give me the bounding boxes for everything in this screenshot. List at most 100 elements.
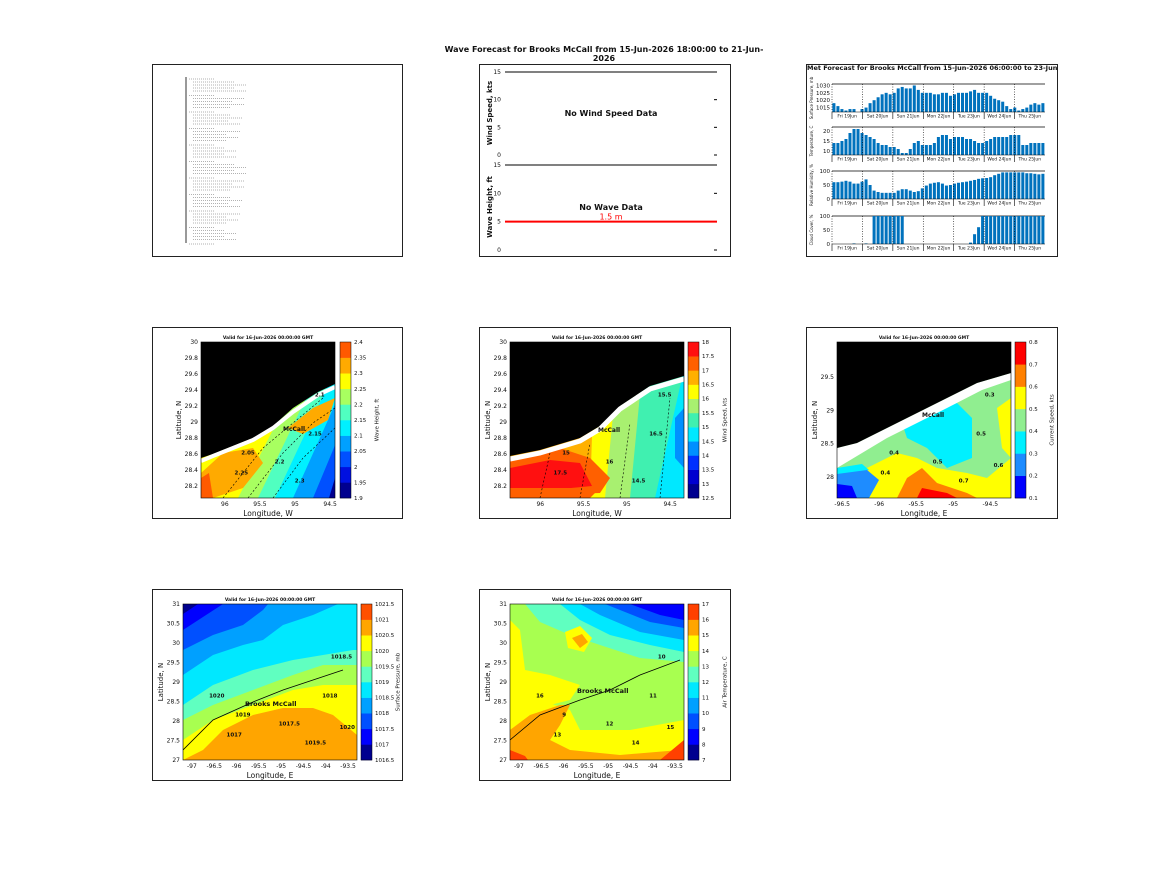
colorbar-tick-label: 1017.5 (375, 727, 395, 733)
colorbar-swatch (688, 455, 699, 470)
bar (997, 100, 1001, 112)
colorbar-tick-label: 15 (702, 633, 709, 639)
contour-label: 1020 (340, 725, 355, 731)
colorbar-tick-label: 0.3 (1029, 451, 1038, 457)
bar (997, 216, 1001, 244)
day-label: Wed 24Jun (987, 157, 1011, 163)
ytick-label: 27 (172, 757, 180, 764)
colorbar-swatch (688, 427, 699, 442)
day-label: Fri 19Jun (837, 157, 857, 163)
colorbar-tick-label: 1021.5 (375, 602, 395, 608)
colorbar-swatch (1015, 364, 1026, 387)
ytick-label: 15 (493, 162, 501, 169)
xtick-label: -96.5 (206, 763, 222, 770)
bar (832, 182, 836, 199)
bar (928, 183, 932, 199)
contour-label: 1020 (209, 694, 224, 700)
bar (872, 190, 876, 199)
colorbar-swatch (688, 356, 699, 371)
bar (840, 181, 844, 199)
colorbar-swatch (340, 373, 351, 390)
bar (872, 216, 876, 244)
xtick-label: -96.5 (533, 763, 549, 770)
bar (908, 88, 912, 112)
colorbar-tick-label: 0.1 (1029, 496, 1038, 502)
bar (1029, 173, 1033, 199)
bar (1009, 216, 1013, 244)
xtick-label: 95.5 (253, 501, 267, 508)
contour-label: 1017.5 (279, 722, 300, 728)
bar (977, 178, 981, 199)
map-title: Valid for 16-Jun-2026 00:00:00 GMT (552, 597, 643, 603)
ytick-label: 29 (190, 419, 198, 426)
colorbar-swatch (340, 482, 351, 499)
bar (1041, 173, 1045, 199)
colorbar-tick-label: 14 (702, 649, 709, 655)
bar (928, 92, 932, 112)
bar (936, 182, 940, 199)
bar (888, 147, 892, 155)
bar (908, 149, 912, 155)
contour-label: 1019 (235, 712, 250, 718)
colorbar-tick-label: 8 (702, 742, 706, 748)
xlabel: Longitude, E (247, 771, 294, 780)
day-label: Sat 20Jun (867, 114, 889, 120)
bar (952, 137, 956, 155)
colorbar: 1.9 1.95 2 2.05 2.1 2.15 2.2 2.25 2.3 2.35 2.4 Wave… (339, 340, 381, 502)
colorbar-tick-label: 0.7 (1029, 362, 1038, 368)
xtick-label: 95.5 (577, 501, 591, 508)
bar (880, 192, 884, 199)
bar (932, 94, 936, 112)
bar (888, 94, 892, 112)
contour-label: 1019.5 (305, 740, 326, 746)
bar (1009, 109, 1013, 112)
ytick-label: 30.5 (494, 621, 508, 628)
xtick-label: -94 (321, 763, 331, 770)
ytick-label: 27 (499, 757, 507, 764)
ytick-label: 0 (497, 247, 501, 254)
bar (1029, 143, 1033, 155)
wave-height-contours (201, 342, 335, 498)
bar (940, 183, 944, 199)
bar (985, 216, 989, 244)
colorbar-swatch (340, 451, 351, 468)
vessel-label: McCall (283, 426, 305, 433)
colorbar-swatch (688, 744, 699, 761)
xtick-label: -93.5 (667, 763, 683, 770)
xtick-label: 94.5 (663, 501, 677, 508)
contour-label: 9 (562, 712, 566, 718)
colorbar: 7 8 9 10 11 12 13 14 15 16 17 Air Temperature, C (687, 602, 729, 764)
bar (900, 216, 904, 244)
bar (969, 139, 973, 155)
colorbar-swatch (361, 604, 372, 620)
bar (848, 133, 852, 155)
bar (912, 192, 916, 199)
bar (852, 183, 856, 199)
bar (1033, 173, 1037, 199)
bar (981, 92, 985, 112)
bar (1017, 110, 1021, 112)
bar (952, 183, 956, 199)
colorbar-swatch (361, 635, 372, 652)
colorbar-tick-label: 13.5 (702, 468, 715, 474)
colorbar-tick-label: 2.35 (354, 356, 367, 362)
ytick-label: 5 (497, 124, 501, 131)
colorbar-swatch (340, 420, 351, 436)
colorbar-tick-label: 2.05 (354, 449, 367, 455)
bar (876, 143, 880, 155)
ytick-label: 29 (826, 407, 834, 414)
bar (1025, 145, 1029, 155)
bar (852, 109, 856, 112)
bar (924, 92, 928, 112)
bar (832, 143, 836, 155)
colorbar: 1016.5 1017 1017.5 1018 1018.5 1019 1019.5 1020… (360, 602, 402, 764)
current-speed-map-panel: McCall Valid for 16-Jun-2026 00:00:00 GM… (806, 327, 1058, 519)
ytick-label: 10 (493, 190, 501, 197)
bar (977, 227, 981, 244)
colorbar-swatch (361, 619, 372, 636)
day-label: Sun 21Jun (897, 157, 920, 163)
colorbar-tick-label: 1019.5 (375, 664, 395, 670)
bar (888, 192, 892, 199)
day-label: Thu 25Jun (1017, 114, 1041, 120)
bar (961, 182, 965, 199)
